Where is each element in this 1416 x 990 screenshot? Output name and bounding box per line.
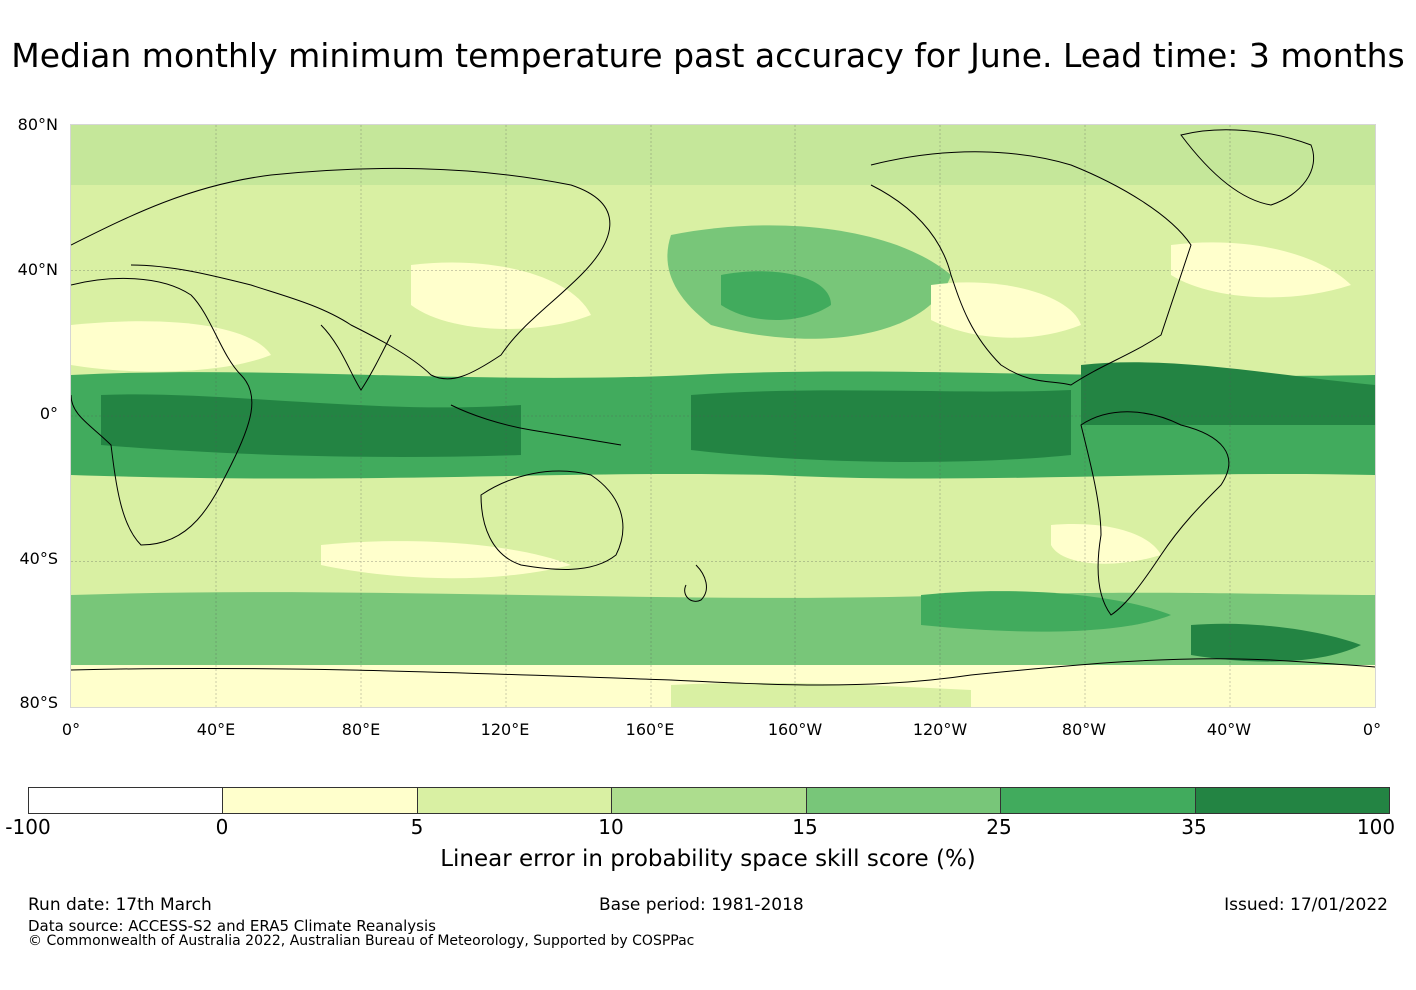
lon-label-160e: 160°E xyxy=(625,720,675,739)
lon-label-80w: 80°W xyxy=(1061,720,1107,739)
colorbar-tick: 15 xyxy=(792,815,818,839)
colorbar-tick: 25 xyxy=(986,815,1012,839)
colorbar-tick: 100 xyxy=(1356,815,1396,839)
skill-score-map xyxy=(70,124,1376,708)
colorbar-segment xyxy=(806,788,1002,813)
lon-label-0: 0° xyxy=(61,720,81,739)
colorbar-segment xyxy=(417,788,613,813)
colorbar-segment xyxy=(612,788,807,813)
lon-label-40w: 40°W xyxy=(1206,720,1252,739)
colorbar-tick: 5 xyxy=(410,815,424,839)
lon-label-80e: 80°E xyxy=(341,720,381,739)
coastlines xyxy=(71,129,1375,686)
map-svg xyxy=(71,125,1375,707)
base-period: Base period: 1981-2018 xyxy=(599,895,804,915)
lat-label-80s: 80°S xyxy=(19,693,58,712)
lat-label-40n: 40°N xyxy=(17,260,58,279)
copyright: © Commonwealth of Australia 2022, Austra… xyxy=(28,933,695,949)
gridlines xyxy=(71,125,1375,707)
run-date: Run date: 17th March xyxy=(28,895,212,915)
colorbar-tick: 10 xyxy=(598,815,624,839)
lon-label-120w: 120°W xyxy=(912,720,968,739)
colorbar-tick: 35 xyxy=(1181,815,1207,839)
colorbar-segment xyxy=(29,788,224,813)
colorbar-segment xyxy=(1195,788,1389,813)
lon-label-40e: 40°E xyxy=(196,720,236,739)
lat-label-40s: 40°S xyxy=(19,549,58,568)
lat-label-80n: 80°N xyxy=(17,115,58,134)
colorbar-tick: 0 xyxy=(215,815,229,839)
colorbar-segment xyxy=(223,788,418,813)
colorbar xyxy=(28,787,1390,814)
map-title: Median monthly minimum temperature past … xyxy=(11,36,1405,75)
issued-date: Issued: 17/01/2022 xyxy=(1224,895,1388,915)
lat-label-equator: 0° xyxy=(39,404,58,423)
colorbar-label: Linear error in probability space skill … xyxy=(440,846,976,872)
colorbar-tick: -100 xyxy=(5,815,51,839)
colorbar-segment xyxy=(1001,788,1196,813)
lon-label-0-right: 0° xyxy=(1362,720,1382,739)
lon-label-120e: 120°E xyxy=(480,720,530,739)
data-source: Data source: ACCESS-S2 and ERA5 Climate … xyxy=(28,917,436,935)
lon-label-160w: 160°W xyxy=(767,720,823,739)
